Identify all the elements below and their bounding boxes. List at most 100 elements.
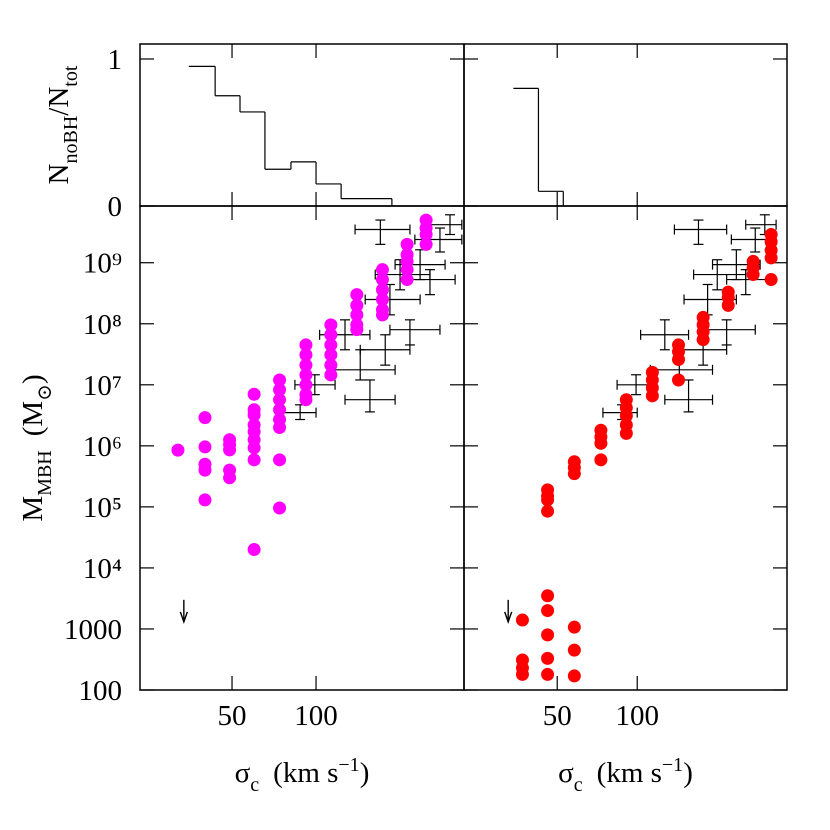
upper-limit-head bbox=[504, 611, 513, 624]
label-part: N bbox=[43, 163, 75, 184]
point bbox=[375, 308, 389, 322]
point bbox=[400, 237, 414, 251]
label-part: c bbox=[250, 774, 259, 796]
axis-label: NnoBH/Ntot bbox=[43, 65, 82, 184]
point bbox=[273, 373, 287, 387]
y-tick-label: 10⁸ bbox=[83, 309, 122, 341]
point bbox=[299, 378, 313, 392]
point bbox=[567, 620, 581, 634]
axis-label: σc (km s−1) bbox=[558, 754, 693, 796]
point bbox=[299, 368, 313, 382]
y-tick-label: 1 bbox=[108, 44, 123, 76]
label-part: −1 bbox=[338, 754, 359, 776]
point bbox=[223, 471, 237, 485]
label-part: M bbox=[17, 496, 49, 522]
label-part: (M bbox=[17, 401, 49, 436]
point bbox=[764, 251, 778, 265]
label-part: ) bbox=[683, 757, 693, 789]
point bbox=[541, 493, 555, 507]
x-tick-label: 100 bbox=[615, 700, 659, 732]
point bbox=[375, 283, 389, 297]
label-part: (km s bbox=[597, 757, 662, 789]
y-tick-label: 10⁷ bbox=[83, 370, 122, 402]
point bbox=[324, 318, 338, 332]
y-tick-label: 10⁴ bbox=[83, 553, 122, 585]
point bbox=[515, 613, 529, 627]
y-tick-label: 1000 bbox=[64, 614, 122, 646]
axis-label: MMBH (M⊙) bbox=[17, 374, 56, 521]
point bbox=[672, 352, 686, 366]
point bbox=[324, 328, 338, 342]
point bbox=[400, 263, 414, 277]
point bbox=[198, 440, 212, 454]
point bbox=[223, 443, 237, 457]
x-tick-label: 100 bbox=[294, 700, 338, 732]
point bbox=[350, 323, 364, 337]
x-tick-label: 50 bbox=[218, 700, 247, 732]
y-tick-label: 10⁹ bbox=[83, 248, 122, 280]
point bbox=[198, 463, 212, 477]
point bbox=[541, 589, 555, 603]
point bbox=[324, 358, 338, 372]
point bbox=[324, 368, 338, 382]
point bbox=[324, 338, 338, 352]
panel-frame bbox=[463, 205, 788, 691]
point bbox=[594, 436, 608, 450]
panel-frame bbox=[139, 205, 465, 691]
point bbox=[299, 358, 313, 372]
panel-frame bbox=[463, 43, 788, 207]
point bbox=[619, 409, 633, 423]
point bbox=[541, 651, 555, 665]
point bbox=[247, 408, 261, 422]
point bbox=[645, 389, 659, 403]
y-tick-label: 0 bbox=[108, 191, 123, 223]
label-part: tot bbox=[60, 65, 82, 87]
panel-frame bbox=[139, 43, 465, 207]
point bbox=[273, 501, 287, 515]
y-tick-label: 100 bbox=[79, 675, 123, 707]
point bbox=[375, 263, 389, 277]
point bbox=[515, 667, 529, 681]
point bbox=[324, 348, 338, 362]
point bbox=[247, 441, 261, 455]
point bbox=[350, 298, 364, 312]
point bbox=[567, 669, 581, 683]
point bbox=[541, 667, 555, 681]
upper-limit-head bbox=[179, 611, 189, 624]
point bbox=[273, 393, 287, 407]
label-part: σ bbox=[558, 757, 574, 789]
point bbox=[567, 643, 581, 657]
label-part: /N bbox=[43, 87, 75, 116]
point bbox=[273, 420, 287, 434]
point bbox=[764, 273, 778, 287]
label-part: c bbox=[574, 774, 583, 796]
label-part: ) bbox=[17, 374, 49, 384]
point bbox=[247, 543, 261, 557]
label-part: ) bbox=[360, 757, 370, 789]
point bbox=[721, 298, 735, 312]
point bbox=[400, 273, 414, 287]
point bbox=[672, 373, 686, 387]
point bbox=[273, 453, 287, 467]
point bbox=[273, 383, 287, 397]
point bbox=[375, 273, 389, 287]
label-part: −1 bbox=[662, 754, 683, 776]
point bbox=[247, 453, 261, 467]
point bbox=[171, 443, 185, 457]
axis-label: σc (km s−1) bbox=[235, 754, 370, 796]
point bbox=[198, 411, 212, 425]
label-part: ⊙ bbox=[34, 384, 56, 401]
point bbox=[746, 268, 760, 282]
point bbox=[273, 403, 287, 417]
point bbox=[696, 333, 710, 347]
point bbox=[299, 338, 313, 352]
point bbox=[541, 604, 555, 618]
point bbox=[541, 628, 555, 642]
label-part: (km s bbox=[273, 757, 338, 789]
point bbox=[419, 228, 433, 242]
point bbox=[594, 453, 608, 467]
point bbox=[299, 348, 313, 362]
y-tick-label: 10⁶ bbox=[83, 431, 122, 463]
point bbox=[247, 387, 261, 401]
